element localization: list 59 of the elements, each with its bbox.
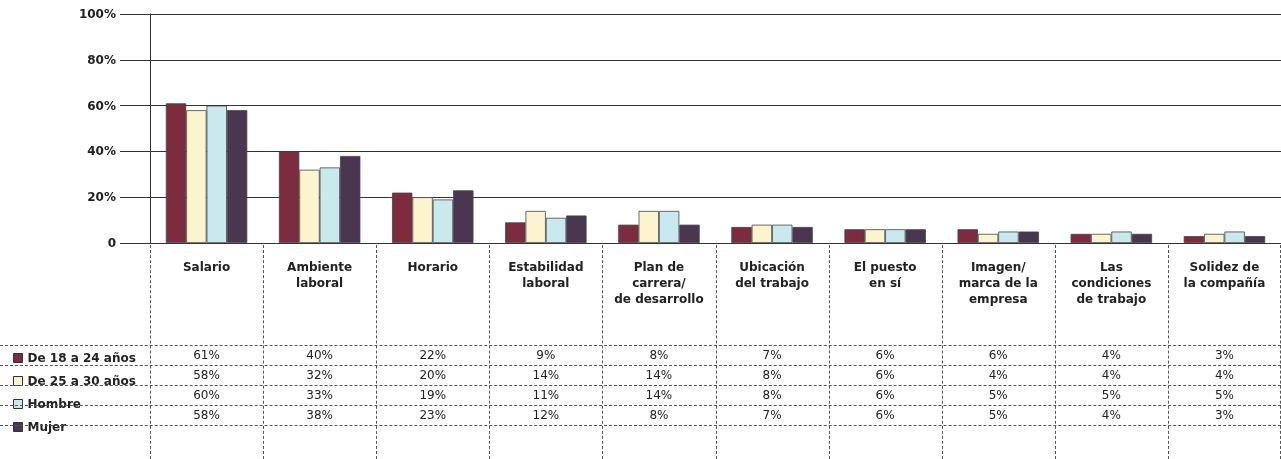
data-label: 8%: [648, 347, 670, 364]
y-tick-label: 0: [107, 236, 116, 250]
legend-label: Hombre: [27, 397, 81, 411]
y-tick-label: 100%: [78, 7, 116, 21]
data-label: 33%: [305, 387, 334, 404]
legend-label: De 18 a 24 años: [27, 351, 136, 365]
y-tick-label: 20%: [87, 190, 116, 205]
data-label: 8%: [761, 367, 783, 384]
data-label: 8%: [648, 407, 670, 424]
data-label: 6%: [987, 347, 1009, 364]
data-label: 58%: [192, 407, 221, 424]
data-label: 14%: [644, 387, 674, 404]
legend-label: De 25 a 30 años: [27, 374, 136, 388]
data-label: 4%: [987, 367, 1009, 384]
y-tick-label: 80%: [87, 52, 116, 67]
data-label: 19%: [418, 387, 448, 404]
data-label: 8%: [761, 387, 783, 404]
data-label: 11%: [531, 387, 561, 404]
x-tick-label: Ubicación del trabajo: [735, 260, 809, 290]
data-label: 32%: [305, 367, 334, 384]
x-tick-label: Plan de carrera/ de desarrollo: [614, 260, 704, 306]
data-label: 7%: [761, 347, 783, 364]
x-tick-label: Las condiciones de trabajo: [1071, 260, 1152, 306]
y-tick-label: 60%: [87, 98, 116, 113]
x-tick-label: Imagen/ marca de la empresa: [958, 260, 1038, 306]
data-label: 20%: [418, 367, 448, 384]
x-tick-label: Salario: [182, 260, 231, 274]
data-label: 6%: [874, 347, 896, 364]
data-label: 22%: [418, 347, 448, 364]
y-tick-label: 40%: [87, 144, 116, 159]
x-tick-label: Ambiente laboral: [287, 260, 353, 290]
data-label: 5%: [987, 407, 1009, 424]
data-label: 14%: [644, 367, 674, 384]
x-tick-label: Estabilidad laboral: [508, 260, 584, 290]
data-label: 5%: [1213, 387, 1235, 404]
x-tick-label: El puesto en sí: [853, 260, 917, 290]
data-label: 4%: [1100, 407, 1122, 424]
data-label: 40%: [305, 347, 334, 364]
data-label: 5%: [987, 387, 1009, 404]
data-label: 6%: [874, 367, 896, 384]
data-label: 12%: [531, 407, 561, 424]
data-label: 58%: [192, 367, 221, 384]
x-tick-label: Horario: [407, 260, 459, 274]
data-label: 6%: [874, 407, 896, 424]
data-label: 4%: [1213, 367, 1235, 384]
data-label: 9%: [535, 347, 557, 364]
data-label: 38%: [305, 407, 334, 424]
data-label: 14%: [531, 367, 561, 384]
data-label: 61%: [192, 347, 221, 364]
data-label: 3%: [1213, 347, 1235, 364]
x-tick-label: Solidez de la compañía: [1183, 260, 1266, 290]
data-label: 23%: [418, 407, 448, 424]
data-label: 60%: [192, 387, 221, 404]
data-label: 4%: [1100, 367, 1122, 384]
data-label: 5%: [1100, 387, 1122, 404]
data-label: 6%: [874, 387, 896, 404]
data-label: 3%: [1213, 407, 1235, 424]
data-label: 4%: [1100, 347, 1122, 364]
data-label: 7%: [761, 407, 783, 424]
